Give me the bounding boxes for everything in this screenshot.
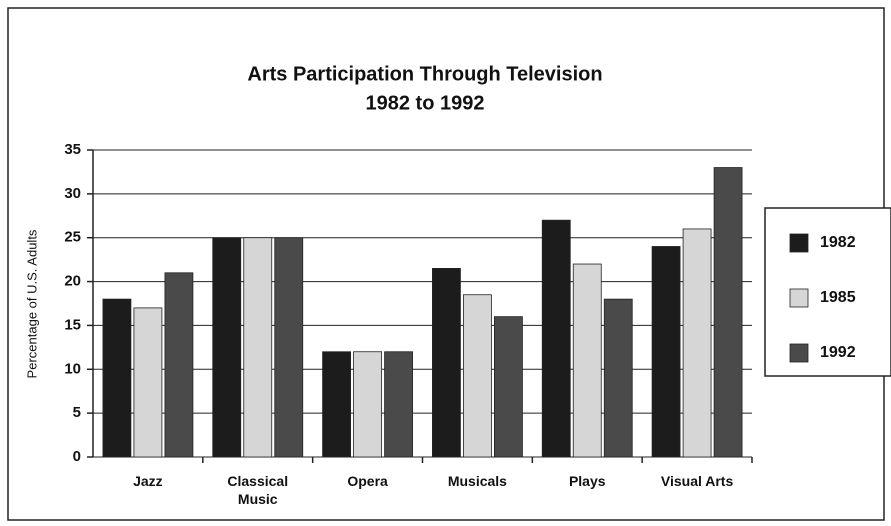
- bar: [541, 219, 571, 458]
- legend-swatch: [789, 288, 809, 308]
- x-tick-label: Visual Arts: [660, 473, 734, 489]
- bar: [133, 307, 163, 458]
- bar: [713, 167, 743, 458]
- legend-label: 1985: [820, 289, 856, 306]
- bar: [572, 263, 602, 458]
- y-axis-label: Percentage of U.S. Adults: [24, 229, 39, 378]
- legend-swatch: [789, 233, 809, 253]
- bar: [603, 298, 633, 458]
- y-tick-label: 20: [64, 273, 81, 290]
- x-tick-label: Musicals: [447, 473, 507, 489]
- bar: [322, 351, 351, 458]
- y-tick-label: 0: [73, 448, 81, 465]
- y-tick-label: 15: [64, 316, 81, 333]
- bar: [384, 351, 413, 458]
- y-tick-label: 35: [64, 141, 81, 158]
- legend-label: 1982: [820, 234, 856, 251]
- bar: [164, 272, 194, 458]
- legend-box: [764, 207, 891, 377]
- legend-swatch: [789, 343, 809, 363]
- bar: [212, 237, 242, 458]
- bar: [651, 246, 681, 458]
- chart-title: Arts Participation Through Television: [247, 63, 602, 85]
- x-tick-label: Jazz: [133, 473, 163, 489]
- y-tick-label: 30: [64, 185, 81, 202]
- chart-subtitle: 1982 to 1992: [366, 92, 485, 114]
- bar: [494, 316, 523, 458]
- y-tick-label: 5: [73, 404, 81, 421]
- legend-label: 1992: [820, 344, 856, 361]
- bar: [432, 268, 461, 458]
- x-tick-label: Opera: [347, 473, 388, 489]
- bar: [682, 228, 712, 458]
- x-tick-label: Classical Music: [227, 473, 289, 507]
- bar: [353, 351, 382, 458]
- y-tick-label: 25: [64, 229, 81, 246]
- y-tick-label: 10: [64, 360, 81, 377]
- bar: [243, 237, 273, 458]
- bar: [102, 298, 132, 458]
- bar: [463, 294, 492, 458]
- bar: [274, 237, 304, 458]
- x-tick-label: Plays: [568, 473, 606, 489]
